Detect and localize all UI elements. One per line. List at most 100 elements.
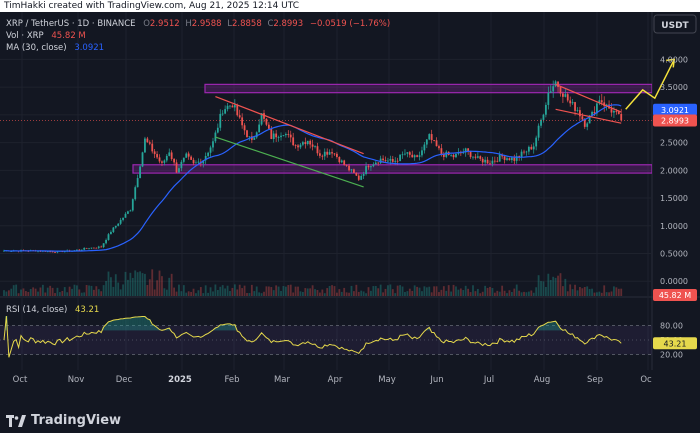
candle-body — [76, 249, 78, 251]
candle-body — [544, 104, 547, 115]
candle-body — [229, 105, 231, 107]
volume-bar — [593, 292, 596, 296]
volume-bar — [530, 290, 533, 296]
volume-bar — [445, 290, 448, 296]
volume-bar — [90, 285, 93, 296]
ma-label: MA (30, close) — [6, 43, 67, 53]
candle-body — [170, 152, 173, 160]
candle-body — [190, 156, 193, 160]
candle-body — [496, 160, 499, 162]
volume-bar — [421, 291, 423, 296]
rsi-overbought-fill — [136, 316, 139, 331]
candle-body — [474, 156, 477, 158]
close-label: C — [267, 19, 273, 29]
volume-bar — [472, 285, 474, 296]
brand-footer: TradingView — [0, 408, 700, 433]
volume-bar — [370, 290, 372, 296]
candle-body — [321, 155, 324, 157]
candle-body — [112, 227, 115, 232]
volume-bar — [119, 289, 122, 296]
candle-body — [615, 111, 618, 112]
candle-body — [564, 94, 567, 97]
volume-bar — [571, 289, 574, 296]
volume-bar — [161, 276, 163, 296]
candle-body — [348, 165, 350, 171]
candle-body — [306, 140, 309, 144]
volume-bar — [430, 292, 433, 296]
candle-body — [63, 251, 66, 253]
volume-bar — [600, 292, 603, 296]
volume-bar — [282, 286, 285, 296]
candle-body — [372, 164, 375, 167]
candle-body — [148, 142, 151, 144]
volume-bar — [46, 287, 49, 296]
volume-bar — [576, 290, 579, 296]
volume-bar — [581, 288, 584, 296]
candle-body — [178, 168, 180, 173]
candle-body — [520, 151, 523, 158]
svg-text:XRP / TetherUS · 1D · BINANCE: XRP / TetherUS · 1D · BINANCE O2.9512 H2… — [6, 19, 390, 29]
volume-bar — [384, 288, 387, 296]
svg-text:MA (30, close) 3.0921: MA (30, close) 3.0921 — [6, 43, 104, 53]
volume-value: 45.82 M — [51, 31, 85, 41]
volume-bar — [540, 281, 542, 296]
candle-body — [445, 151, 448, 157]
moving-average-line — [4, 104, 622, 252]
candle-body — [54, 252, 56, 253]
volume-bar — [479, 293, 482, 296]
volume-bar — [168, 277, 171, 296]
candle-body — [224, 109, 227, 114]
volume-bar — [525, 292, 528, 296]
candle-body — [462, 152, 465, 154]
grid-lines — [0, 12, 652, 370]
volume-bar — [212, 291, 214, 296]
volume-bar — [336, 292, 338, 296]
volume-bar — [151, 269, 154, 296]
candle-body — [85, 247, 88, 249]
candle-body — [357, 175, 360, 180]
rsi-overbought-fill — [121, 318, 125, 331]
volume-bar — [107, 271, 110, 296]
rsi-overbought-fill — [129, 318, 132, 331]
rsi-overbought-fill — [544, 323, 548, 331]
candle-body — [399, 154, 401, 161]
candle-body — [515, 156, 518, 161]
volume-bar — [433, 286, 436, 296]
volume-bar — [287, 285, 290, 296]
candle-body — [263, 113, 265, 119]
candle-body — [97, 246, 100, 248]
time-tick-label: Nov — [68, 375, 85, 385]
rsi-overbought-fill — [153, 325, 156, 331]
candle-body — [114, 225, 117, 228]
volume-bar — [365, 293, 367, 296]
volume-bar — [22, 288, 25, 296]
price-tag-bg — [653, 114, 697, 127]
volume-bar — [216, 289, 219, 296]
candle-body — [105, 239, 107, 244]
volume-bar — [185, 292, 188, 296]
volume-bar — [469, 292, 472, 296]
volume-bar — [170, 273, 173, 296]
candle-body — [168, 152, 171, 156]
candle-body — [151, 143, 154, 152]
candle-body — [418, 155, 421, 157]
candle-body — [297, 145, 299, 148]
candle-body — [49, 251, 52, 253]
volume-bar — [219, 286, 222, 296]
candle-body — [289, 134, 292, 138]
volume-bar — [394, 293, 397, 296]
volume-bar — [114, 274, 117, 296]
candle-body — [423, 144, 426, 151]
candle-body — [523, 151, 525, 153]
currency-button[interactable]: USDT — [653, 14, 697, 34]
candle-body — [525, 151, 528, 153]
volume-bar — [566, 291, 569, 296]
candle-body — [136, 178, 139, 188]
candle-body — [484, 159, 487, 163]
candle-body — [579, 110, 581, 117]
rsi-line — [3, 315, 622, 358]
price-chart[interactable]: 4.00003.50003.00002.50002.00001.50001.00… — [0, 12, 700, 408]
svg-text:Vol · XRP 45.82 M: Vol · XRP 45.82 M — [6, 31, 86, 41]
candle-body — [241, 117, 244, 126]
candle-body — [195, 162, 197, 164]
